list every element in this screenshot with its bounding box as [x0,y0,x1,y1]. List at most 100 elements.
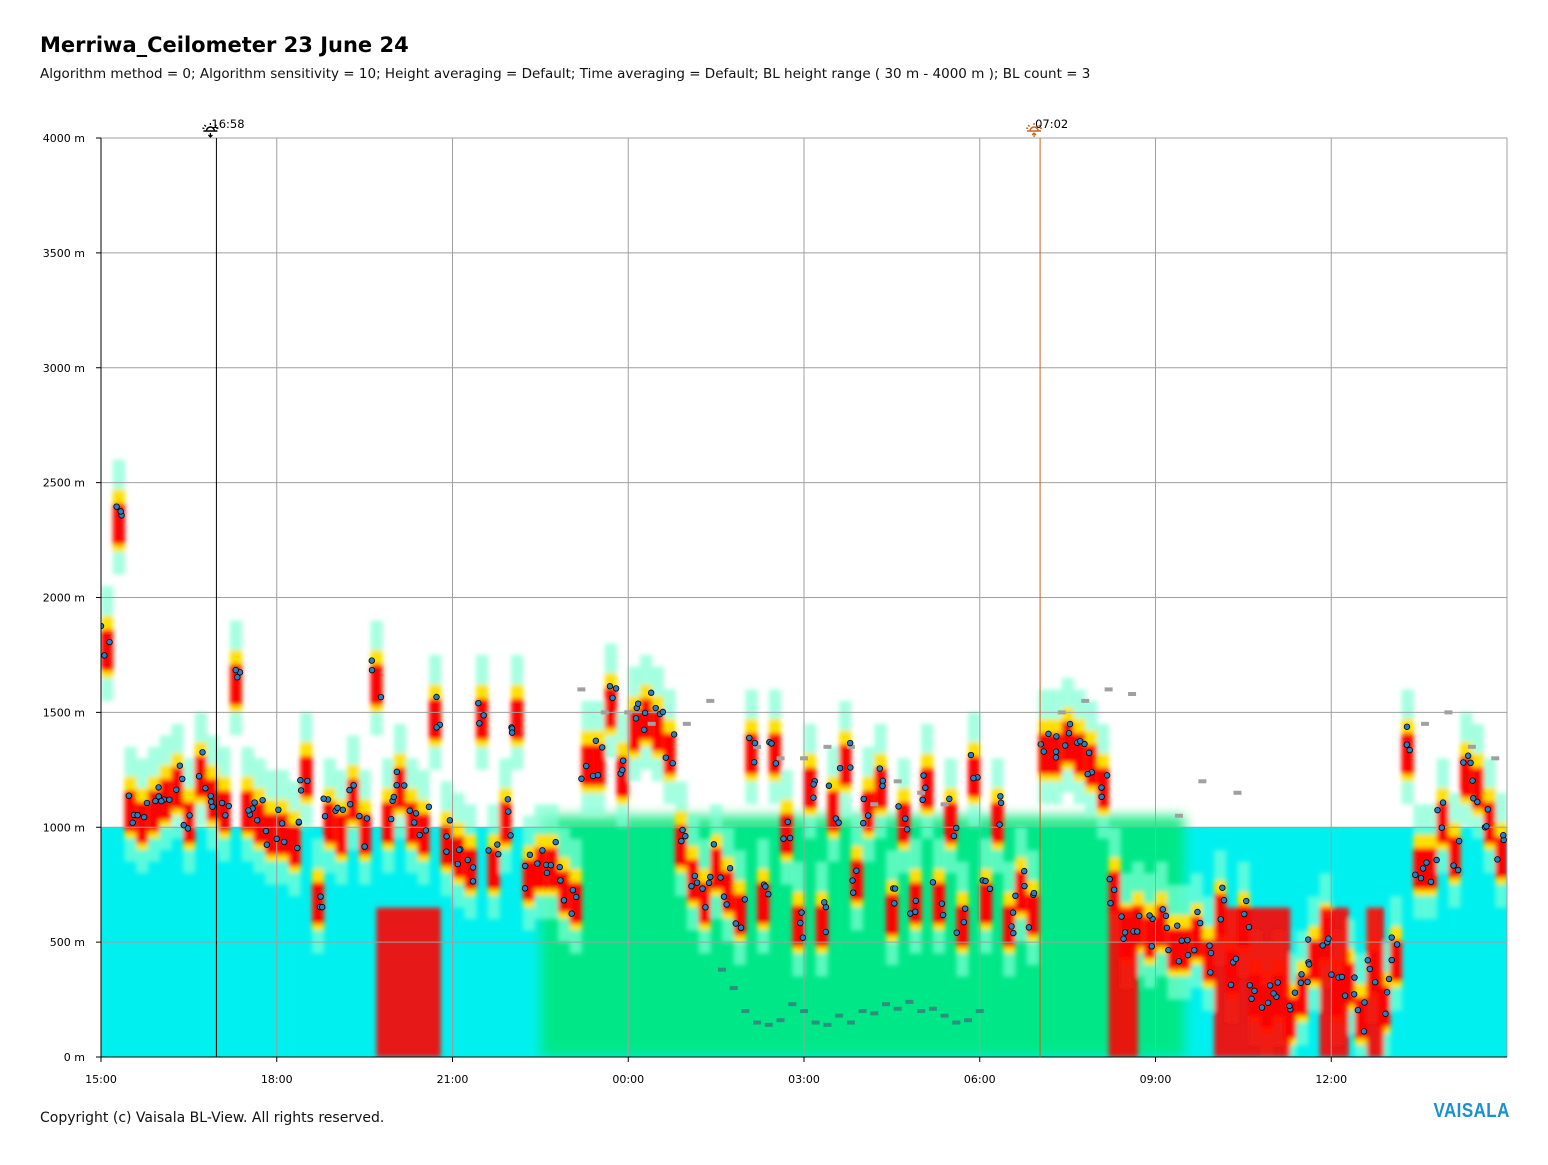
bl-height-point [678,837,685,845]
bl-height-point [732,920,739,927]
bl-height-point [1184,951,1192,959]
bl-height-point [173,786,180,793]
bl-height-point [1364,957,1371,964]
bl-height-point [741,896,748,903]
event-markers: 16:58 07:02 [202,117,1068,1057]
bl-height-point [891,885,899,892]
cloud-base-mark [940,802,949,807]
copyright-text: Copyright (c) Vaisala BL-View. All right… [40,1110,385,1126]
bl-height-point [997,799,1005,807]
heat-cell [101,629,114,672]
cloud-base-mark [917,790,926,795]
bl-height-point [1103,772,1111,779]
bl-height-point [406,807,413,814]
bl-height-point [876,765,883,772]
bl-height-point [560,897,568,904]
aerosol-layer-mark [905,999,914,1004]
bl-height-point [1241,910,1248,918]
bl-height-point [1467,759,1474,767]
sunrise-time-label: 07:02 [1035,117,1068,131]
cloud-base-mark [1444,710,1453,715]
heat-cell [1014,870,1028,913]
bl-height-point [1455,837,1463,845]
bl-height-point [443,848,450,855]
bl-height-point [1194,908,1201,916]
bl-height-point [245,807,252,814]
sun-ray [202,127,205,130]
bl-height-point [1274,979,1281,986]
bl-height-point [1258,1004,1266,1011]
bl-height-point [253,817,261,824]
bl-height-point [1388,934,1395,941]
bl-height-point [1382,1010,1389,1017]
bl-height-point [176,762,184,769]
bl-height-point [476,720,483,727]
bl-height-point [953,824,960,832]
bl-height-point [134,812,141,819]
heat-cell [839,744,852,786]
bl-height-point [849,877,856,884]
cloud-base-mark [706,698,715,703]
bl-height-point [412,810,420,817]
bl-height-point [1135,912,1143,920]
bl-height-point [416,831,423,839]
heat-cell [1389,939,1403,982]
bl-height-point [1220,897,1228,904]
bl-height-point [895,803,902,810]
aerosol-layer-mark [788,1002,797,1007]
bl-height-point [504,796,512,803]
bl-height-point [390,793,398,801]
bl-height-point [422,827,430,834]
bl-height-point [751,759,758,766]
bl-height-point [143,799,151,807]
bl-height-point [1148,943,1156,950]
heat-cell [253,801,266,844]
bl-height-point [469,878,477,885]
cloud-base-mark [1467,744,1476,749]
bl-height-point [319,903,326,911]
bl-height-point [295,818,303,826]
bl-height-point [469,864,477,871]
heat-cell [604,687,618,729]
bl-height-point [1328,971,1335,978]
bl-height-point [273,835,280,843]
x-tick-label: 09:00 [1140,1073,1172,1086]
bl-height-point [155,793,162,800]
bl-height-point [902,815,909,822]
heat-cell [429,698,442,740]
bl-height-point [129,819,136,826]
heat-cell [417,813,430,855]
cloud-base-mark [893,779,902,784]
aerosol-layer-mark [753,1020,762,1025]
y-tick-label: 0 m [64,1051,85,1064]
heat-cell [639,698,653,740]
bl-height-point [1388,956,1395,964]
heat-cell [651,710,664,752]
bl-height-point [865,812,872,819]
bl-height-point [1403,741,1410,748]
bl-height-point [970,774,977,782]
bl-height-point [786,834,794,842]
bl-height-point [218,799,226,807]
bl-height-point [556,863,563,871]
bl-height-point [1450,862,1457,869]
bl-height-point [184,825,192,832]
bl-height-point [455,846,463,854]
heat-cell [1143,916,1156,959]
chart-subtitle: Algorithm method = 0; Algorithm sensitiv… [40,66,1091,82]
cloud-base-mark [1198,779,1207,784]
sun-ray [1025,127,1029,130]
bl-height-point [320,795,327,802]
bl-height-point [346,801,354,808]
bl-height-point [822,928,829,936]
heat-cell [546,847,559,890]
heat-cell [335,813,348,855]
bl-height-point [849,889,857,896]
bl-height-point [1419,865,1427,872]
bl-height-point [495,851,502,858]
bl-height-point [475,699,482,707]
bl-height-point [846,739,854,747]
bl-height-point [1174,922,1181,929]
cloud-base-mark [1420,721,1429,726]
aerosol-layer-mark [893,1006,902,1011]
